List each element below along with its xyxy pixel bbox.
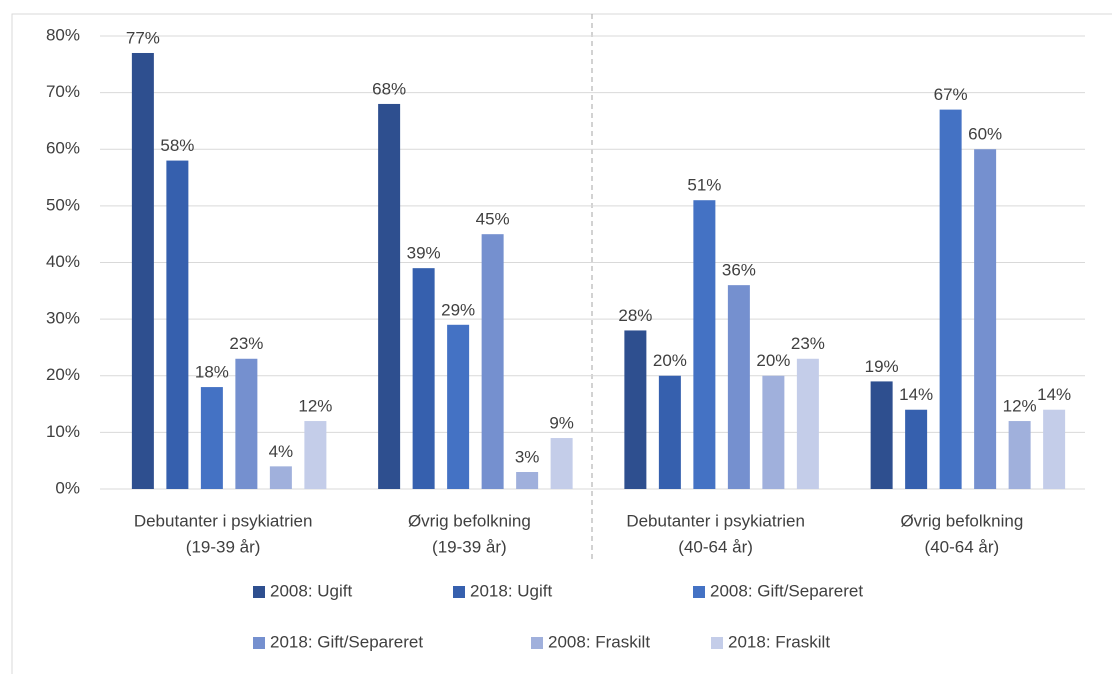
- x-tick-label: (19-39 år): [186, 537, 261, 556]
- y-tick-label: 60%: [46, 139, 80, 158]
- legend-label: 2008: Fraskilt: [548, 632, 650, 651]
- data-label: 77%: [126, 28, 160, 47]
- y-tick-label: 80%: [46, 25, 80, 44]
- bar: [974, 149, 997, 489]
- data-label: 60%: [968, 125, 1002, 144]
- data-label: 12%: [298, 397, 332, 416]
- y-tick-label: 40%: [46, 252, 80, 271]
- bar: [870, 381, 893, 489]
- data-label: 51%: [687, 176, 721, 195]
- x-tick-label: (19-39 år): [432, 537, 507, 556]
- x-tick-label: (40-64 år): [925, 537, 1000, 556]
- x-tick-label: Øvrig befolkning: [900, 511, 1023, 530]
- bar: [762, 375, 785, 489]
- bar: [481, 234, 504, 489]
- data-label: 14%: [1037, 385, 1071, 404]
- bar: [550, 438, 573, 489]
- bar: [1008, 421, 1031, 489]
- data-label: 12%: [1003, 397, 1037, 416]
- y-tick-label: 10%: [46, 422, 80, 441]
- bar: [516, 472, 539, 489]
- data-label: 58%: [160, 136, 194, 155]
- bar: [1043, 409, 1066, 489]
- legend-label: 2008: Ugift: [270, 581, 352, 600]
- bar: [378, 103, 401, 489]
- bar: [939, 109, 962, 490]
- data-label: 67%: [934, 85, 968, 104]
- data-label: 3%: [515, 447, 540, 466]
- bar: [727, 285, 750, 489]
- legend-label: 2018: Ugift: [470, 581, 552, 600]
- data-label: 23%: [791, 334, 825, 353]
- bar: [166, 160, 189, 489]
- y-tick-label: 50%: [46, 195, 80, 214]
- data-label: 68%: [372, 79, 406, 98]
- legend-label: 2018: Fraskilt: [728, 632, 830, 651]
- legend-swatch: [531, 637, 543, 649]
- data-label: 19%: [865, 357, 899, 376]
- x-tick-label: (40-64 år): [678, 537, 753, 556]
- data-label: 23%: [229, 334, 263, 353]
- legend-swatch: [253, 637, 265, 649]
- bar: [269, 466, 292, 489]
- data-label: 45%: [476, 210, 510, 229]
- data-label: 29%: [441, 300, 475, 319]
- bar: [412, 268, 435, 489]
- x-tick-label: Debutanter i psykiatrien: [626, 511, 805, 530]
- legend-swatch: [693, 586, 705, 598]
- frame: [11, 13, 1112, 674]
- data-label: 28%: [618, 306, 652, 325]
- data-label: 9%: [549, 414, 574, 433]
- x-tick-label: Øvrig befolkning: [408, 511, 531, 530]
- bar: [905, 409, 928, 489]
- legend-label: 2008: Gift/Separeret: [710, 581, 863, 600]
- x-tick-label: Debutanter i psykiatrien: [134, 511, 313, 530]
- y-tick-label: 20%: [46, 365, 80, 384]
- legend-swatch: [253, 586, 265, 598]
- legend-swatch: [711, 637, 723, 649]
- legend-label: 2018: Gift/Separeret: [270, 632, 423, 651]
- data-label: 36%: [722, 261, 756, 280]
- bar: [131, 52, 154, 490]
- bar: [624, 330, 647, 489]
- bar: [796, 358, 819, 489]
- data-label: 20%: [756, 351, 790, 370]
- data-label: 14%: [899, 385, 933, 404]
- bar: [658, 375, 681, 489]
- bar: [447, 324, 470, 489]
- data-label: 18%: [195, 363, 229, 382]
- bar: [200, 387, 223, 489]
- y-tick-label: 30%: [46, 309, 80, 328]
- legend-swatch: [453, 586, 465, 598]
- y-tick-label: 70%: [46, 82, 80, 101]
- bar: [235, 358, 258, 489]
- data-label: 39%: [407, 244, 441, 263]
- bar: [693, 200, 716, 489]
- data-label: 20%: [653, 351, 687, 370]
- bar: [304, 421, 327, 489]
- y-tick-label: 0%: [55, 478, 80, 497]
- data-label: 4%: [269, 442, 294, 461]
